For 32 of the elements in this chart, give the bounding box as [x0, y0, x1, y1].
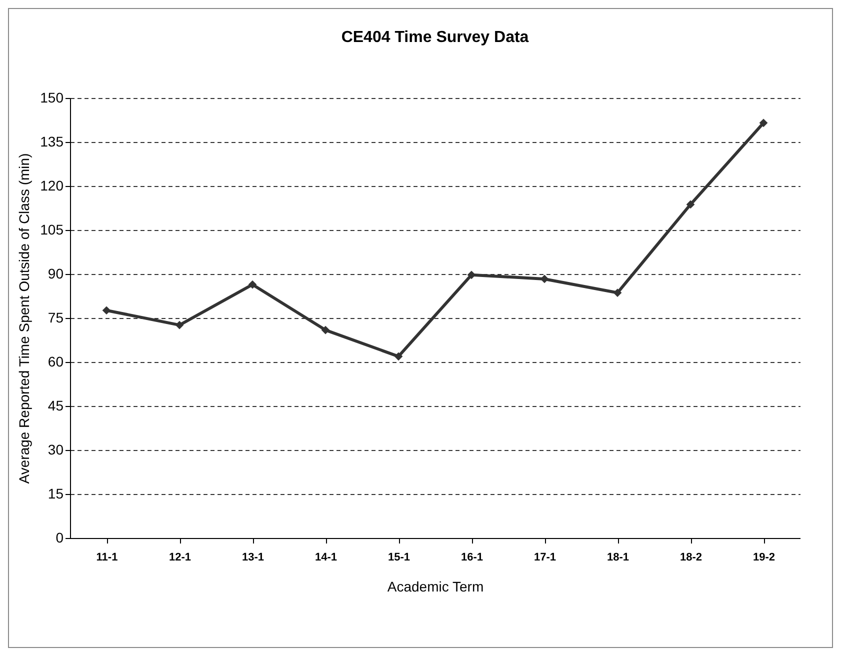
y-axis-title: Average Reported Time Spent Outside of Class (min): [16, 153, 32, 484]
x-axis-title: Academic Term: [387, 578, 484, 594]
x-tick-label: 16-1: [460, 552, 484, 564]
x-tick-label: 18-2: [680, 552, 702, 564]
y-tick-label: 30: [48, 442, 64, 458]
x-tick-label: 13-1: [242, 552, 264, 564]
chart-title: CE404 Time Survey Data: [341, 29, 529, 46]
y-tick-label: 0: [56, 530, 64, 546]
point: [686, 200, 695, 209]
x-tick-label: 11-1: [96, 552, 118, 564]
point: [248, 280, 257, 289]
y-tick-label: 60: [48, 354, 64, 370]
x-tick-label: 19-2: [752, 552, 776, 564]
x-tick-label: 18-1: [606, 552, 630, 564]
point: [102, 306, 111, 315]
y-tick-label: 75: [48, 310, 64, 326]
point: [321, 326, 330, 334]
point: [759, 118, 768, 128]
y-tick-label: 15: [48, 486, 64, 502]
x-tick-label: 15-1: [388, 552, 410, 564]
y-tick-label: 150: [40, 90, 64, 106]
y-tick-label: 120: [40, 178, 64, 194]
y-tick-label: 45: [48, 398, 64, 414]
y-tick-label: 90: [48, 266, 64, 282]
point: [394, 352, 403, 361]
point: [175, 320, 184, 330]
point: [613, 288, 622, 297]
x-tick-label: 12-1: [168, 552, 192, 564]
x-tick-label: 14-1: [314, 552, 338, 564]
y-tick-label: 105: [40, 222, 64, 238]
x-tick-label: 17-1: [534, 552, 556, 564]
y-tick-label: 135: [40, 134, 64, 150]
